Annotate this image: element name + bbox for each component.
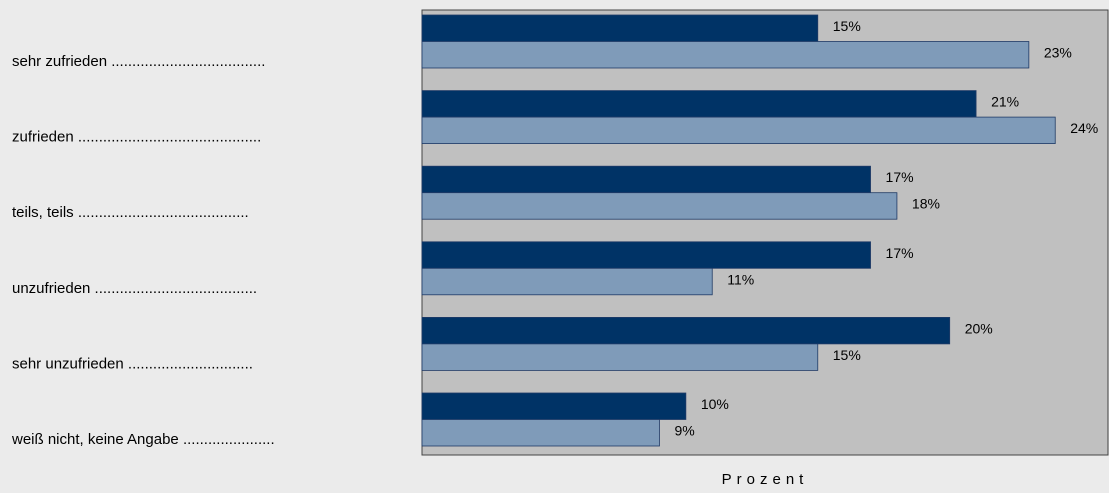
bar <box>421 267 713 296</box>
plot-area <box>421 9 1109 456</box>
bar <box>421 241 871 269</box>
category-label: zufrieden ..............................… <box>12 129 261 146</box>
bar <box>421 419 660 447</box>
category-label: teils, teils ...........................… <box>12 204 249 221</box>
bar <box>421 165 871 194</box>
category-label: unzufrieden ............................… <box>12 280 257 297</box>
bar <box>421 41 1030 69</box>
bar <box>421 192 898 220</box>
value-label: 17% <box>886 169 914 185</box>
value-label: 9% <box>674 422 694 438</box>
value-label: 21% <box>991 94 1019 110</box>
value-label: 15% <box>833 347 861 363</box>
bar <box>421 90 977 118</box>
value-label: 15% <box>833 18 861 34</box>
value-label: 23% <box>1044 44 1072 60</box>
category-label: weiß nicht, keine Angabe ...............… <box>11 431 275 448</box>
bar <box>421 343 819 371</box>
value-label: 10% <box>701 396 729 412</box>
value-label: 17% <box>886 245 914 261</box>
value-label: 18% <box>912 196 940 212</box>
value-label: 11% <box>727 271 754 287</box>
bar <box>421 14 819 42</box>
category-label: sehr unzufrieden .......................… <box>12 355 253 372</box>
category-label: sehr zufrieden .........................… <box>12 53 265 70</box>
value-label: 24% <box>1070 120 1098 136</box>
x-axis-label: Prozent <box>722 471 809 488</box>
bar <box>421 116 1056 144</box>
value-label: 20% <box>965 320 993 336</box>
bar <box>421 316 951 345</box>
bar <box>421 392 687 420</box>
